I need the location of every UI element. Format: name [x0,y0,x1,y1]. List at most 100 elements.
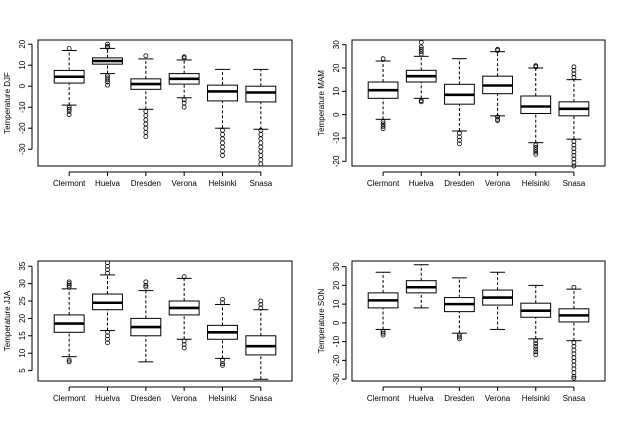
y-axis-title: Temperature DJF [3,72,12,134]
y-tick-label: 10 [332,86,341,95]
outlier-point [143,113,149,118]
outlier-point [418,49,424,55]
outlier-point [533,147,539,153]
x-tick-label: Clermont [53,394,86,403]
y-axis-title: Temperature MAM [317,70,326,136]
outlier-point [533,144,539,150]
outlier-point [571,64,577,70]
box-dresden [130,279,162,363]
outlier-point [571,67,577,73]
x-tick-label: Verona [171,179,197,188]
y-tick-label: -30 [332,373,341,385]
outlier-point [418,51,424,57]
x-tick-label: Huelva [95,179,120,188]
y-tick-label: -30 [18,143,27,155]
outlier-point [66,109,72,114]
x-tick-label: Dresden [131,394,161,403]
outlier-point [143,121,149,127]
outlier-point [571,71,577,77]
y-tick-label: -20 [18,122,27,134]
outlier-point [181,338,187,344]
outlier-point [220,357,225,363]
x-tick-label: Verona [171,394,197,403]
outlier-point [380,56,386,62]
box-helsinki [207,296,238,368]
box-verona [482,271,513,330]
box-helsinki [520,284,552,358]
box-huelva [92,41,123,88]
outlier-point [105,260,110,266]
outlier-point [571,149,577,155]
box-dresden [444,58,475,147]
outlier-point [66,357,72,363]
box-iqr [245,85,277,103]
outlier-point [105,41,110,47]
outlier-point [571,375,577,381]
x-tick-label: Helsinki [522,394,550,403]
x-tick-label: Helsinki [208,394,236,403]
outlier-point [533,63,539,69]
outlier-point [533,352,539,358]
x-tick-label: Clermont [367,179,400,188]
box-snasa [558,284,590,381]
outlier-point [418,99,424,105]
x-tick-label: Helsinki [208,179,236,188]
outlier-point [181,342,187,347]
box-verona [168,274,200,351]
outlier-point [181,97,187,103]
y-tick-label: 25 [18,296,27,305]
box-clermont [53,279,85,365]
box-helsinki [520,63,552,157]
outlier-point [181,104,187,110]
outlier-point [495,46,500,52]
outlier-point [457,137,462,143]
x-tick-label: Snasa [249,179,272,188]
y-tick-label: -10 [332,335,341,347]
outlier-point [105,267,110,273]
outlier-point [220,296,225,302]
box-verona [168,54,200,110]
chart-panel: -30 -20 -10 0 10 20 Temperature DJF Clermont Hue… [3,39,293,188]
outlier-point [418,44,424,50]
outlier-point [258,161,264,167]
outlier-point [571,139,577,144]
x-tick-label: Clermont [53,179,86,188]
box-snasa [245,298,277,380]
outlier-point [457,336,462,342]
outlier-point [66,46,72,51]
y-tick-label: 30 [18,279,27,288]
outlier-point [380,126,386,132]
y-tick-label: 30 [332,262,341,271]
outlier-point [571,142,577,148]
outlier-point [495,114,500,120]
outlier-point [533,341,539,346]
plot-frame [351,39,606,167]
outlier-point [220,144,225,150]
outlier-point [105,82,110,88]
outlier-point [66,106,72,112]
y-tick-label: 20 [332,280,341,289]
outlier-point [495,118,500,123]
box-dresden [130,53,162,140]
outlier-point [571,160,577,165]
outlier-point [105,340,110,346]
outlier-point [571,156,577,162]
outlier-point [457,141,462,147]
outlier-point [143,129,149,135]
outlier-point [258,153,264,158]
outlier-point [181,345,187,351]
y-tick-label: 0 [332,112,341,117]
outlier-point [533,151,539,157]
outlier-point [220,153,225,158]
box-huelva [405,39,437,105]
box-helsinki [207,68,238,158]
outlier-point [533,346,539,352]
y-tick-label: 20 [18,39,27,48]
outlier-point [571,146,577,151]
outlier-point [571,163,577,169]
outlier-point [220,300,225,306]
outlier-point [66,112,72,117]
outlier-point [105,75,110,81]
outlier-point [258,140,264,146]
chart-panel: 5 10 15 20 25 30 35 Temperature JJA Clermont Huel… [3,260,293,403]
